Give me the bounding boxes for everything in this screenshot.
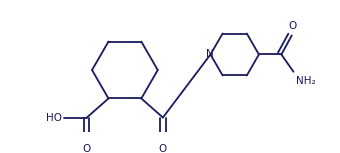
Text: O: O (159, 144, 167, 153)
Text: NH₂: NH₂ (296, 76, 316, 86)
Text: HO: HO (46, 112, 62, 123)
Text: N: N (206, 49, 214, 60)
Text: O: O (289, 21, 297, 31)
Text: O: O (83, 144, 91, 153)
